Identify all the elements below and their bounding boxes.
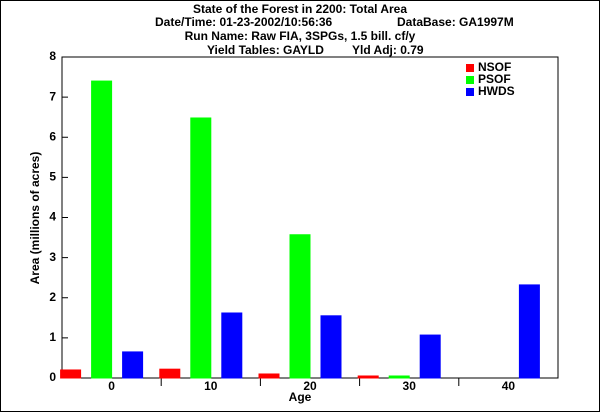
subtitle: Run Name: Raw FIA, 3SPGs, 1.5 bill. cf/y [185, 29, 416, 43]
subtitle: Date/Time: 01-23-2002/10:56:36 [155, 15, 333, 29]
x-tick-label: 40 [502, 379, 516, 393]
bar [190, 117, 212, 379]
y-tick-label: 6 [49, 129, 56, 143]
bar [258, 373, 280, 379]
legend-swatch [466, 76, 474, 84]
x-tick-label: 30 [403, 379, 417, 393]
bar [320, 315, 342, 379]
x-tick-label: 20 [303, 379, 317, 393]
legend-label: PSOF [478, 72, 511, 86]
bar [388, 375, 410, 379]
x-tick-label: 10 [204, 379, 218, 393]
legend-label: HWDS [478, 84, 515, 98]
y-tick-label: 5 [49, 170, 56, 184]
legend-label: NSOF [478, 60, 511, 74]
x-axis-label: Age [289, 390, 312, 404]
y-tick-label: 1 [49, 330, 56, 344]
bar [159, 368, 181, 379]
y-tick-label: 4 [49, 210, 56, 224]
bar [122, 351, 144, 379]
y-tick-label: 2 [49, 290, 56, 304]
bar [289, 234, 311, 379]
chart-title: State of the Forest in 2200: Total Area [193, 2, 407, 16]
y-axis-label: Area (millions of acres) [28, 152, 42, 285]
y-tick-label: 8 [49, 49, 56, 63]
bar [419, 334, 441, 379]
subtitle: Yld Adj: 0.79 [352, 43, 424, 57]
bar [60, 369, 82, 379]
legend-swatch [466, 88, 474, 96]
bar [518, 284, 540, 379]
y-tick-label: 0 [49, 370, 56, 384]
subtitle: Yield Tables: GAYLD [207, 43, 324, 57]
bar [357, 375, 379, 379]
legend-swatch [466, 64, 474, 72]
subtitle: DataBase: GA1997M [397, 15, 514, 29]
x-tick-label: 0 [108, 379, 115, 393]
bar [221, 312, 243, 379]
bar [91, 80, 113, 379]
y-tick-label: 7 [49, 89, 56, 103]
y-tick-label: 3 [49, 250, 56, 264]
